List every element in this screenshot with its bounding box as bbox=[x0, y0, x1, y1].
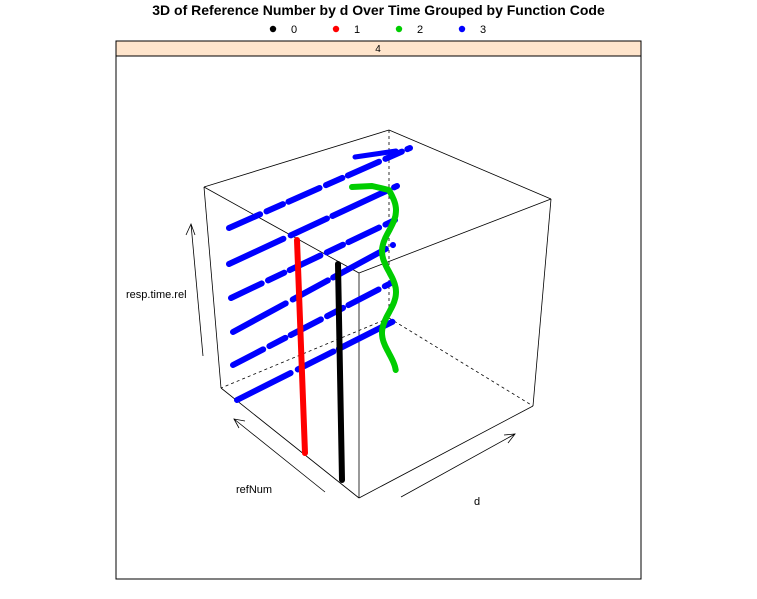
legend-marker-1 bbox=[332, 25, 340, 33]
series-3-streak bbox=[226, 145, 413, 231]
series-layer bbox=[226, 145, 413, 483]
x-axis-label: d bbox=[474, 496, 480, 508]
y-axis-label: refNum bbox=[236, 484, 272, 496]
series-3-streak bbox=[352, 148, 399, 160]
series-2-line bbox=[349, 183, 399, 373]
series-3-streak bbox=[234, 317, 399, 403]
series-3-points bbox=[226, 145, 413, 403]
legend: 0 1 2 3 bbox=[269, 24, 486, 36]
x-axis-arrowhead bbox=[503, 433, 516, 444]
series-2-points bbox=[349, 183, 399, 373]
series-0-line bbox=[335, 261, 345, 483]
panel-frame bbox=[115, 55, 642, 580]
panel-label: 4 bbox=[375, 44, 381, 55]
legend-marker-3 bbox=[458, 25, 466, 33]
series-1-points bbox=[294, 237, 308, 456]
z-axis-arrow bbox=[190, 223, 204, 357]
series-3-streak bbox=[228, 217, 398, 301]
legend-label-0: 0 bbox=[291, 24, 297, 36]
legend-marker-0 bbox=[269, 25, 277, 33]
series-3-streak bbox=[226, 183, 400, 267]
z-axis-label: resp.time.rel bbox=[126, 289, 187, 301]
box-visible-edges bbox=[203, 129, 552, 499]
legend-marker-2 bbox=[395, 25, 403, 33]
y-axis-arrowhead bbox=[233, 418, 246, 429]
series-1-line bbox=[294, 237, 308, 456]
y-axis-arrow bbox=[233, 418, 326, 493]
series-3-streak bbox=[230, 242, 396, 335]
z-axis-arrowhead bbox=[185, 222, 196, 236]
series-0-points bbox=[335, 261, 345, 483]
x-axis-arrow bbox=[400, 433, 516, 498]
legend-label-1: 1 bbox=[354, 24, 360, 36]
axis-arrows bbox=[185, 222, 516, 498]
legend-label-2: 2 bbox=[417, 24, 423, 36]
series-3-streak bbox=[230, 279, 396, 368]
legend-label-3: 3 bbox=[480, 24, 486, 36]
chart-title: 3D of Reference Number by d Over Time Gr… bbox=[152, 2, 605, 18]
